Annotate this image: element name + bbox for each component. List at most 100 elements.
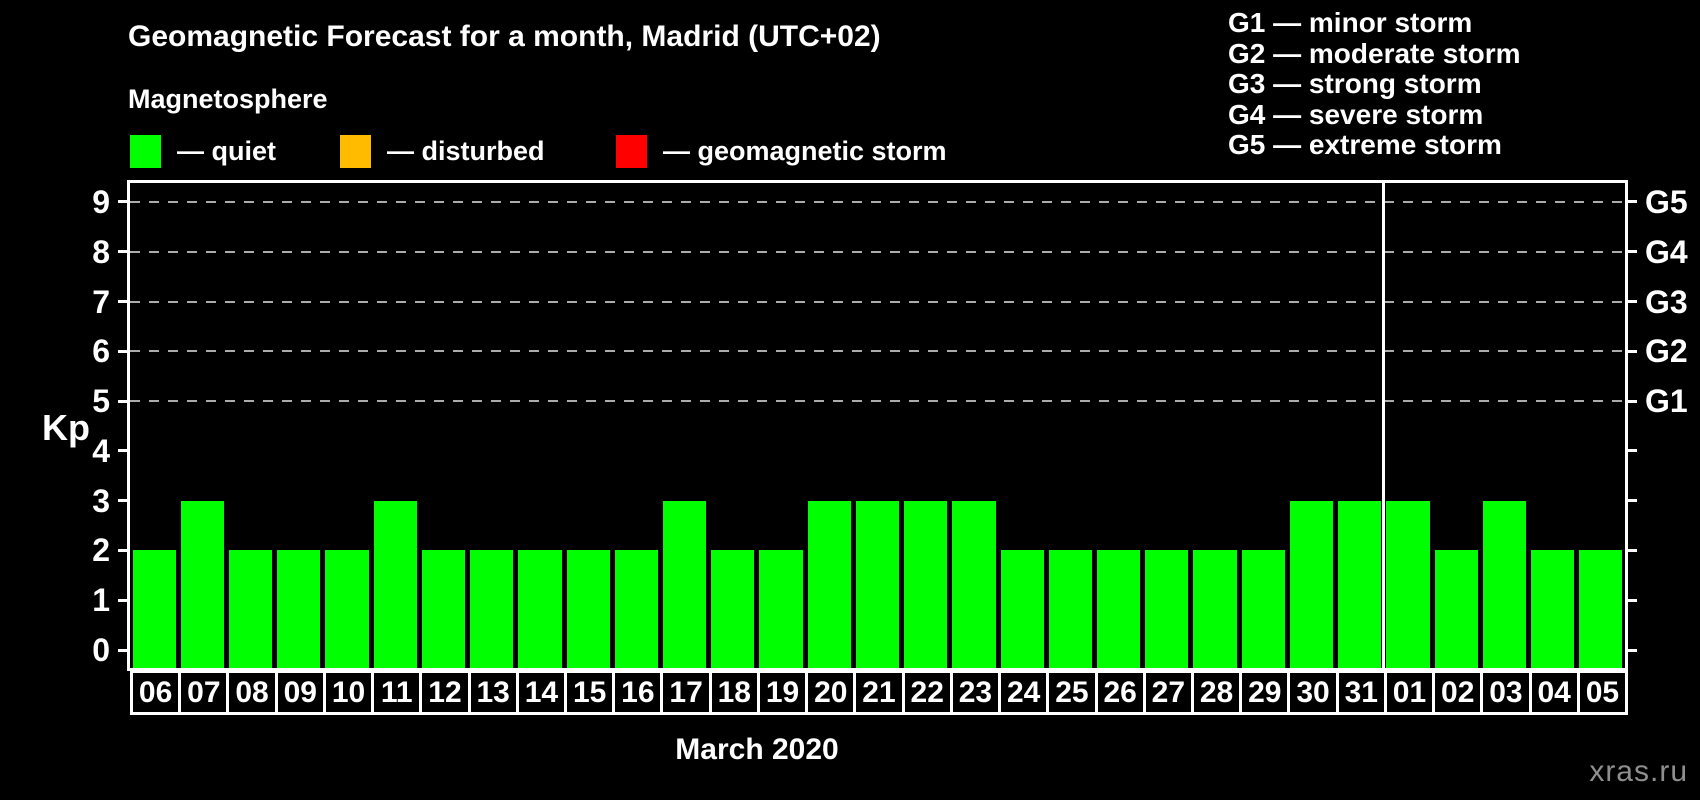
date-cell-07: 07 [178,670,230,715]
kp-bar-10 [325,550,369,668]
date-cell-27: 27 [1142,670,1194,715]
kp-bar-21 [855,500,900,668]
y-axis-tick-5 [118,399,130,403]
right-axis-label-g2: G2 [1645,333,1688,370]
date-cell-16: 16 [612,670,664,715]
right-axis-label-g1: G1 [1645,383,1688,420]
date-cell-31: 31 [1335,670,1387,715]
storm-scale-g3: G3 — strong storm [1228,68,1482,99]
right-axis-tick-5 [1625,399,1637,403]
date-cell-28: 28 [1190,670,1243,715]
legend-label-disturbed: — disturbed [387,136,545,166]
gridline-kp6 [130,350,1625,353]
kp-bar-14 [518,550,562,668]
date-cell-25: 25 [1046,670,1098,715]
storm-color-swatch [616,135,647,168]
x-axis-title: March 2020 [675,733,839,766]
right-axis-tick-1 [1625,598,1637,602]
right-axis-tick-8 [1625,250,1637,254]
plot-area-border [127,180,1628,671]
gridline-kp9 [130,200,1625,203]
y-axis-tick-label-0: 0 [92,632,110,668]
kp-bar-08 [228,550,273,668]
date-cell-22: 22 [901,670,953,715]
kp-bar-04 [1531,550,1575,668]
month-boundary-line [1382,183,1386,670]
date-cell-13: 13 [467,670,519,715]
date-cell-29: 29 [1239,670,1291,715]
kp-bar-18 [711,550,755,668]
kp-bar-16 [614,550,658,668]
kp-bar-30 [1289,500,1334,668]
kp-bar-25 [1048,550,1092,668]
legend-item-geomagnetic-storm: — geomagnetic storm [616,135,947,168]
gridline-kp5 [130,400,1625,403]
storm-scale-g5: G5 — extreme storm [1228,129,1502,160]
date-cell-30: 30 [1287,670,1339,715]
date-cell-24: 24 [998,670,1050,715]
y-axis-tick-label-5: 5 [92,383,110,420]
disturbed-color-swatch [340,135,371,168]
y-axis-tick-3 [118,499,130,503]
storm-scale-g4: G4 — severe storm [1228,98,1484,130]
right-axis-tick-0 [1625,648,1637,652]
kp-bar-01 [1386,500,1430,668]
right-axis-tick-2 [1625,548,1637,552]
date-cell-17: 17 [660,670,712,715]
storm-scale-g1: G1 — minor storm [1228,7,1473,38]
date-cell-08: 08 [226,670,278,715]
kp-bar-06 [132,550,176,668]
kp-bar-15 [566,550,610,668]
date-cell-18: 18 [708,670,760,715]
kp-bar-17 [662,500,707,668]
date-cell-21: 21 [853,670,905,715]
y-axis-tick-label-4: 4 [92,432,110,469]
y-axis-tick-label-6: 6 [92,333,110,370]
kp-bar-19 [759,550,803,668]
y-axis-tick-8 [118,250,130,254]
chart-title: Geomagnetic Forecast for a month, Madrid… [128,20,881,53]
date-cell-04: 04 [1528,670,1580,715]
date-cell-12: 12 [419,670,471,715]
kp-bar-09 [277,550,321,668]
date-cell-03: 03 [1480,670,1532,715]
y-axis-tick-7 [118,300,130,304]
right-axis-tick-3 [1625,499,1637,503]
date-cell-23: 23 [949,670,1002,715]
legend-label-quiet: — quiet [177,136,276,166]
date-cell-26: 26 [1094,670,1146,715]
date-cell-11: 11 [371,670,423,715]
quiet-color-swatch [130,135,161,168]
magnetosphere-label: Magnetosphere [128,84,328,114]
date-cell-20: 20 [805,670,857,715]
date-cell-19: 19 [756,670,809,715]
right-axis-tick-6 [1625,349,1637,353]
y-axis-tick-1 [118,598,130,602]
right-axis-tick-7 [1625,300,1637,304]
right-axis-tick-4 [1625,449,1637,453]
date-cell-05: 05 [1576,670,1628,715]
kp-bar-31 [1338,500,1382,668]
y-axis-tick-4 [118,449,130,453]
y-axis-tick-label-7: 7 [92,283,110,320]
kp-bar-07 [180,500,224,668]
date-cell-01: 01 [1383,670,1436,715]
storm-scale-legend: G1 — minor storm G2 — moderate storm G3 … [1228,7,1521,161]
date-cell-06: 06 [130,670,182,715]
right-axis-label-g3: G3 [1645,283,1688,320]
y-axis-tick-6 [118,349,130,353]
y-axis-tick-label-8: 8 [92,233,110,270]
date-cell-15: 15 [564,670,616,715]
kp-bar-28 [1193,550,1237,668]
kp-bar-11 [373,500,417,668]
kp-bar-20 [807,500,851,668]
right-axis-label-g5: G5 [1645,183,1688,220]
kp-bar-27 [1145,550,1189,668]
kp-bar-03 [1482,500,1527,668]
y-axis-tick-label-1: 1 [92,582,110,619]
kp-bar-02 [1434,550,1478,668]
legend-item-quiet: — quiet [130,135,276,168]
kp-bar-24 [1000,550,1044,668]
storm-scale-g2: G2 — moderate storm [1228,37,1521,69]
